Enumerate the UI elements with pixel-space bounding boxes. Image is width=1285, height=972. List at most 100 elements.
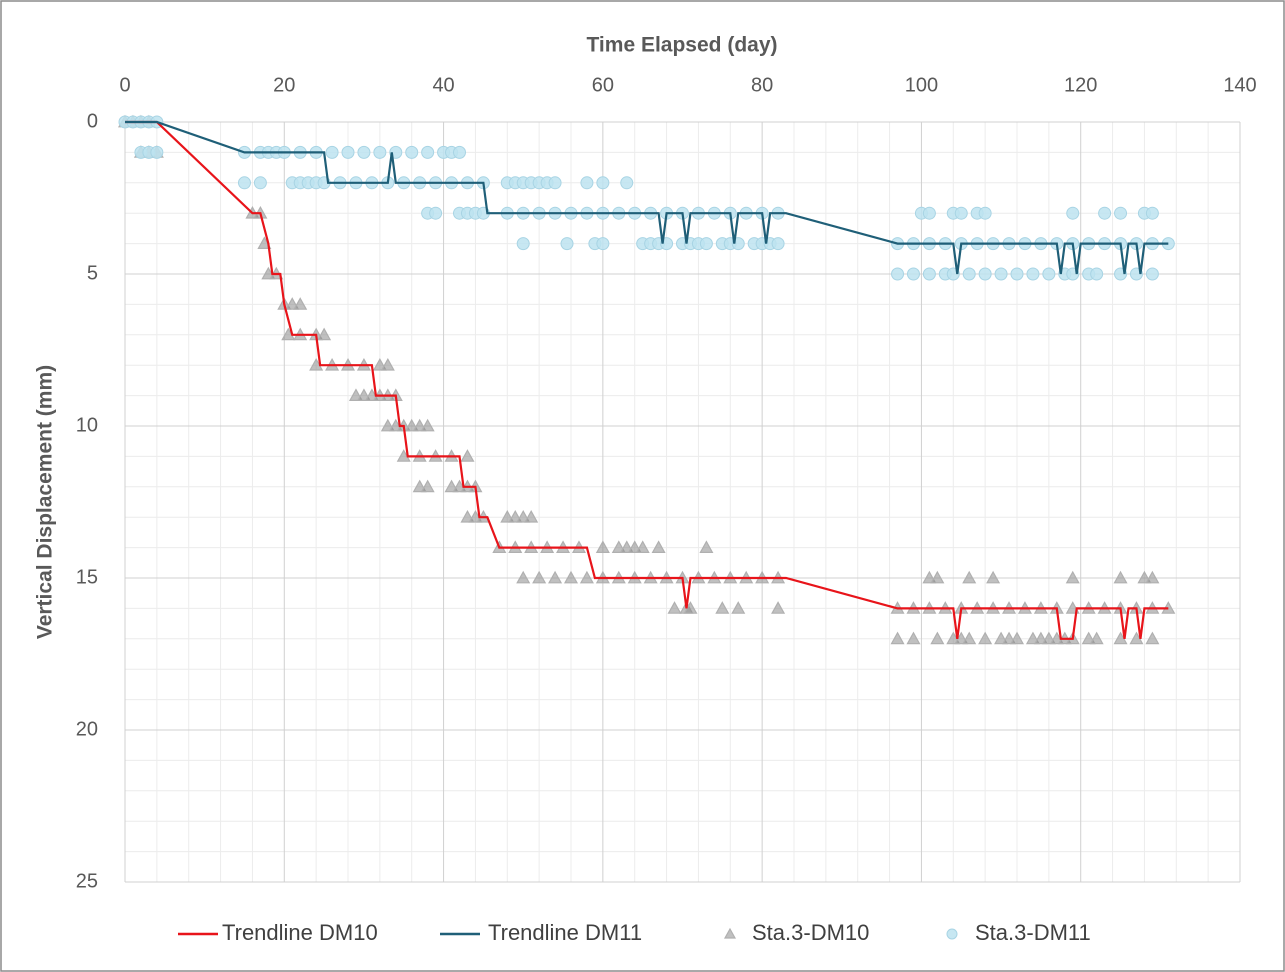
marker-circle	[357, 145, 371, 159]
marker-circle	[620, 176, 634, 190]
x-tick-label: 120	[1064, 74, 1097, 96]
marker-triangle	[715, 601, 730, 614]
marker-circle	[421, 145, 435, 159]
marker-triangle	[1089, 631, 1104, 645]
marker-circle	[548, 176, 562, 190]
y-axis-title: Vertical Displacement (mm)	[34, 365, 57, 639]
marker-triangle	[317, 327, 332, 341]
marker-circle	[1145, 267, 1159, 281]
x-tick-label: 60	[592, 74, 614, 96]
marker-circle	[429, 206, 443, 220]
marker-triangle	[1065, 570, 1080, 584]
marker-circle	[453, 145, 466, 159]
marker-triangle	[723, 927, 737, 939]
marker-circle	[237, 176, 251, 190]
marker-circle	[253, 176, 267, 190]
marker-circle	[994, 267, 1008, 281]
marker-triangle	[420, 479, 435, 493]
marker-circle	[373, 145, 387, 159]
marker-circle	[699, 237, 713, 251]
marker-triangle	[524, 509, 539, 523]
marker-circle	[771, 237, 785, 251]
x-tick-label: 0	[119, 74, 130, 96]
marker-circle	[1066, 206, 1080, 220]
marker-triangle	[1113, 570, 1128, 584]
legend-label: Trendline DM11	[488, 920, 642, 945]
y-tick-label: 15	[76, 566, 98, 588]
x-tick-label: 20	[273, 74, 295, 96]
marker-circle	[978, 267, 992, 281]
marker-triangle	[1145, 570, 1160, 584]
marker-circle	[962, 267, 976, 281]
marker-triangle	[579, 570, 594, 584]
x-tick-label: 80	[751, 74, 773, 96]
legend: Trendline DM10 Trendline DM11 Sta.3-DM10 St…	[178, 920, 1091, 945]
x-tick-label: 140	[1223, 74, 1256, 96]
marker-circle	[946, 928, 958, 940]
plot-area	[117, 114, 1176, 645]
marker-triangle	[420, 418, 435, 432]
marker-circle	[891, 267, 905, 281]
marker-triangle	[962, 631, 977, 645]
marker-circle	[596, 237, 610, 251]
marker-triangle	[532, 570, 547, 584]
marker-circle	[1010, 267, 1024, 281]
marker-triangle	[1145, 631, 1160, 645]
marker-triangle	[731, 601, 746, 614]
marker-circle	[560, 237, 574, 251]
marker-triangle	[930, 570, 945, 584]
x-tick-label: 100	[905, 74, 938, 96]
trendline	[125, 120, 1169, 640]
marker-circle	[596, 176, 610, 190]
marker-triangle	[771, 601, 786, 614]
marker-circle	[1145, 206, 1159, 220]
marker-triangle	[548, 570, 563, 584]
marker-circle	[516, 237, 530, 251]
marker-circle	[1114, 206, 1128, 220]
marker-circle	[150, 145, 164, 159]
marker-circle	[954, 206, 968, 220]
marker-triangle	[595, 540, 610, 553]
marker-circle	[978, 206, 992, 220]
marker-circle	[580, 176, 594, 190]
y-tick-label: 0	[87, 110, 98, 132]
marker-triangle	[930, 631, 945, 645]
y-tick-label: 20	[76, 718, 98, 740]
marker-circle	[1042, 267, 1056, 281]
marker-triangle	[563, 570, 579, 584]
x-tick-label: 40	[432, 74, 454, 96]
marker-circle	[922, 206, 936, 220]
y-tick-label: 25	[76, 870, 98, 892]
marker-circle	[906, 267, 920, 281]
marker-circle	[341, 145, 355, 159]
marker-triangle	[380, 357, 395, 371]
legend-label: Trendline DM10	[222, 920, 378, 945]
legend-label: Sta.3-DM11	[975, 920, 1091, 945]
marker-circle	[1090, 267, 1104, 281]
marker-triangle	[293, 297, 308, 310]
y-tick-label: 10	[76, 414, 98, 436]
x-axis-title: Time Elapsed (day)	[586, 34, 777, 57]
marker-circle	[1026, 267, 1040, 281]
marker-triangle	[890, 631, 905, 645]
marker-triangle	[699, 540, 714, 553]
marker-triangle	[460, 449, 475, 462]
marker-triangle	[651, 540, 666, 553]
marker-triangle	[962, 570, 977, 584]
legend-label: Sta.3-DM10	[752, 920, 869, 945]
marker-circle	[325, 145, 339, 159]
y-tick-label: 5	[87, 262, 98, 284]
marker-triangle	[906, 631, 921, 645]
marker-circle	[922, 267, 936, 281]
marker-circle	[405, 145, 419, 159]
marker-circle	[1098, 206, 1112, 220]
marker-triangle	[667, 601, 682, 614]
marker-triangle	[1009, 631, 1025, 645]
marker-triangle	[635, 540, 650, 553]
marker-triangle	[978, 631, 993, 645]
trendline	[125, 120, 1169, 275]
marker-triangle	[516, 570, 531, 584]
marker-triangle	[986, 570, 1001, 584]
